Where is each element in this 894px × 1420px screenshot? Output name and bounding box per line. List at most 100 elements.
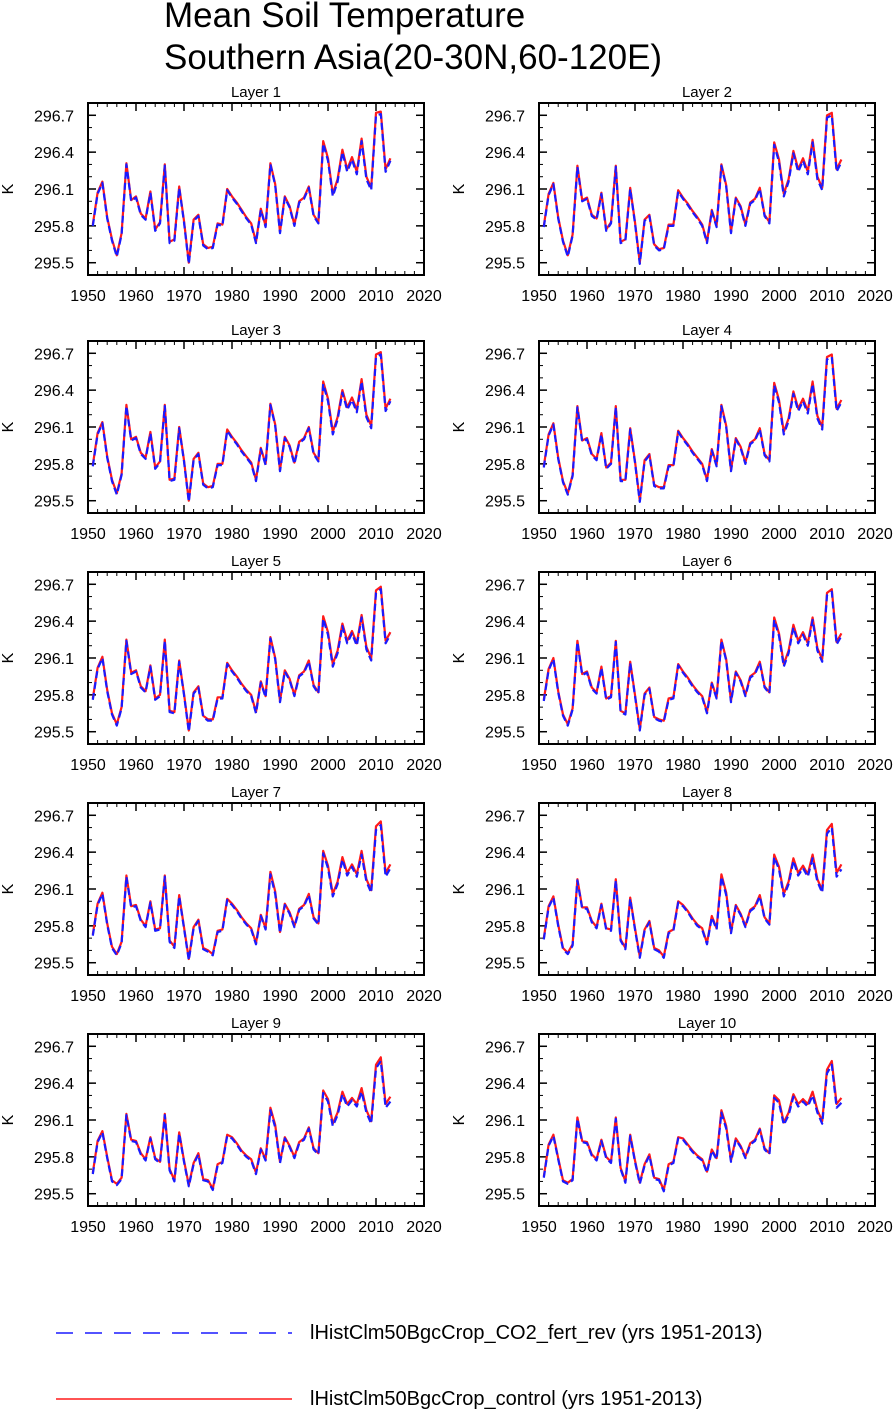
x-tick-label: 1950 <box>521 526 557 543</box>
y-tick-label: 296.7 <box>485 346 525 363</box>
x-tick-label: 1960 <box>118 988 154 1005</box>
x-tick-label: 2020 <box>406 757 442 774</box>
x-tick-label: 1990 <box>262 757 298 774</box>
x-tick-label: 1980 <box>214 526 250 543</box>
x-tick-label: 1970 <box>166 757 202 774</box>
panel-8: Layer 8 1950 1960 1970 1980 1990 2000 2010 2020 2… <box>451 784 893 1005</box>
plot-frame <box>538 571 876 745</box>
y-tick-label: 295.8 <box>34 919 74 936</box>
x-tick-label: 1980 <box>214 988 250 1005</box>
panel-title: Layer 10 <box>678 1015 736 1032</box>
y-tick-label: 296.7 <box>485 1039 525 1056</box>
y-axis-label: K <box>0 421 17 432</box>
panel-title: Layer 2 <box>682 84 732 101</box>
x-tick-label: 1950 <box>70 988 106 1005</box>
y-tick-label: 296.1 <box>34 182 74 199</box>
x-tick-label: 1960 <box>569 757 605 774</box>
y-tick-label: 295.8 <box>485 219 525 236</box>
x-tick-label: 1970 <box>617 757 653 774</box>
plot-frame <box>87 102 425 276</box>
x-tick-label: 2000 <box>310 288 346 305</box>
y-tick-label: 295.5 <box>485 256 525 273</box>
series-line-co2-fert <box>542 590 843 732</box>
y-tick-label: 296.1 <box>34 420 74 437</box>
y-axis-label: K <box>0 183 17 194</box>
plot-frame <box>538 340 876 514</box>
y-tick-label: 295.5 <box>34 494 74 511</box>
y-tick-label: 295.5 <box>485 956 525 973</box>
y-tick-label: 296.7 <box>34 346 74 363</box>
y-tick-label: 296.4 <box>485 1076 525 1093</box>
plot-frame <box>87 802 425 976</box>
x-tick-label: 1990 <box>713 288 749 305</box>
x-tick-label: 2000 <box>761 1219 797 1236</box>
series-line-control <box>542 111 843 264</box>
y-tick-label: 296.1 <box>485 420 525 437</box>
series-line-co2-fert <box>91 823 392 962</box>
x-tick-label: 1970 <box>166 1219 202 1236</box>
legend-entry-control: lHistClm50BgcCrop_control (yrs 1951-2013… <box>0 1380 894 1420</box>
series-line-co2-fert <box>91 1059 392 1192</box>
series-line-control <box>542 822 843 958</box>
y-tick-label: 296.4 <box>485 845 525 862</box>
y-tick-label: 296.4 <box>485 145 525 162</box>
x-tick-label: 2010 <box>358 757 394 774</box>
y-tick-label: 296.1 <box>485 182 525 199</box>
x-tick-label: 2000 <box>761 757 797 774</box>
x-tick-label: 2020 <box>406 1219 442 1236</box>
y-tick-label: 296.1 <box>34 882 74 899</box>
plot-frame <box>87 1033 425 1207</box>
x-tick-label: 2000 <box>761 988 797 1005</box>
y-tick-label: 295.5 <box>485 494 525 511</box>
y-tick-label: 296.7 <box>34 577 74 594</box>
x-tick-label: 1980 <box>214 1219 250 1236</box>
series-line-co2-fert <box>542 355 843 503</box>
x-tick-label: 1980 <box>665 757 701 774</box>
y-axis-label: K <box>451 883 468 894</box>
x-tick-label: 1980 <box>214 288 250 305</box>
x-tick-label: 1980 <box>665 288 701 305</box>
y-tick-label: 295.5 <box>485 1187 525 1204</box>
y-axis-label: K <box>451 183 468 194</box>
x-tick-label: 1980 <box>214 757 250 774</box>
y-axis-label: K <box>0 652 17 663</box>
x-tick-label: 1950 <box>521 757 557 774</box>
x-tick-label: 1970 <box>617 288 653 305</box>
panel-9: Layer 9 1950 1960 1970 1980 1990 2000 2010 2020 2… <box>0 1015 442 1236</box>
y-tick-label: 296.1 <box>485 651 525 668</box>
x-tick-label: 1990 <box>262 526 298 543</box>
panel-title: Layer 6 <box>682 553 732 570</box>
y-tick-label: 296.7 <box>34 808 74 825</box>
x-tick-label: 1990 <box>713 1219 749 1236</box>
x-tick-label: 2000 <box>310 757 346 774</box>
series-line-co2-fert <box>542 826 843 959</box>
plot-frame <box>87 340 425 514</box>
plot-frame <box>538 102 876 276</box>
panel-7: Layer 7 1950 1960 1970 1980 1990 2000 2010 2020 2… <box>0 784 442 1005</box>
panel-6: Layer 6 1950 1960 1970 1980 1990 2000 2010 2020 2… <box>451 553 893 774</box>
series-line-control <box>542 588 843 731</box>
y-tick-label: 296.4 <box>34 383 74 400</box>
x-tick-label: 2010 <box>358 988 394 1005</box>
chart-title-line-1: Mean Soil Temperature <box>164 0 526 35</box>
y-tick-label: 296.1 <box>485 1113 525 1130</box>
y-tick-label: 295.8 <box>34 688 74 705</box>
series-line-co2-fert <box>542 114 843 265</box>
x-tick-label: 2010 <box>809 288 845 305</box>
panel-5: Layer 5 1950 1960 1970 1980 1990 2000 2010 2020 2… <box>0 553 442 774</box>
panel-title: Layer 4 <box>682 322 732 339</box>
x-tick-label: 1960 <box>569 288 605 305</box>
y-tick-label: 296.4 <box>34 145 74 162</box>
series-line-co2-fert <box>542 1063 843 1193</box>
series-line-control <box>542 353 843 502</box>
y-tick-label: 296.1 <box>34 651 74 668</box>
x-tick-label: 2020 <box>406 988 442 1005</box>
x-tick-label: 1970 <box>166 288 202 305</box>
x-tick-label: 2010 <box>358 526 394 543</box>
x-tick-label: 2000 <box>761 526 797 543</box>
x-tick-label: 2000 <box>761 288 797 305</box>
y-tick-label: 295.5 <box>34 1187 74 1204</box>
x-tick-label: 2020 <box>857 288 893 305</box>
y-tick-label: 295.8 <box>485 919 525 936</box>
y-tick-label: 296.1 <box>485 882 525 899</box>
